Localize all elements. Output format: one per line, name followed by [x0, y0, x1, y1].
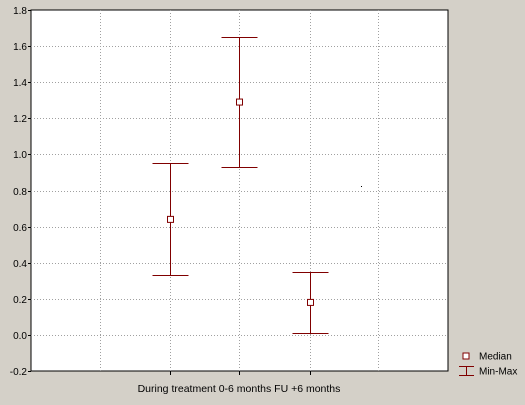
y-tick-label: 1.4 [13, 78, 27, 89]
x-axis-category-labels: During treatment 0-6 months FU +6 months [138, 383, 341, 395]
legend: Median Min-Max [459, 352, 517, 378]
legend-median-symbol [462, 352, 470, 360]
y-tick-label: 0.4 [13, 259, 27, 270]
y-tick-label: -0.2 [10, 367, 28, 378]
y-tick-label: 1.0 [13, 150, 27, 161]
y-tick-label: 1.8 [13, 6, 27, 17]
y-tick-label: 0.0 [13, 331, 27, 342]
y-tick-label: 0.8 [13, 187, 27, 198]
stray-dot [361, 186, 362, 187]
legend-minmax-label: Min-Max [479, 367, 517, 378]
median-marker [307, 298, 314, 306]
y-tick-label: 0.6 [13, 223, 27, 234]
median-marker [236, 98, 243, 106]
y-tick-label: 0.2 [13, 295, 27, 306]
axis-layer: -0.2 0.0 0.2 0.4 0.6 0.8 1.0 1.2 1.4 1.6 1.8 [10, 6, 311, 378]
series-layer [152, 37, 362, 334]
median-marker [167, 215, 174, 223]
legend-median-label: Median [479, 352, 512, 363]
y-tick-label: 1.2 [13, 114, 27, 125]
y-tick-label: 1.6 [13, 42, 27, 53]
